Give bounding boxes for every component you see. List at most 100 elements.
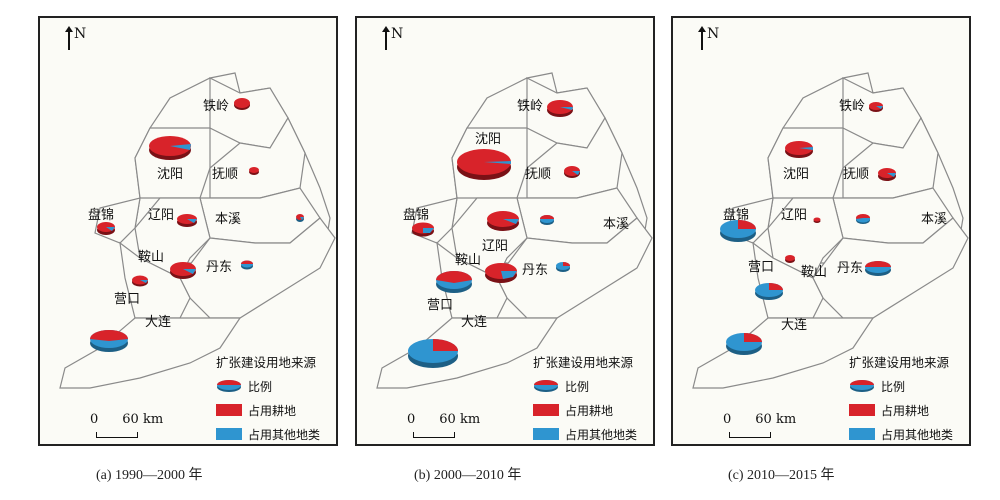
- scale-bar-line: [96, 432, 138, 438]
- legend-ratio: 比例: [881, 379, 906, 394]
- pie-anshan: [170, 262, 196, 279]
- pie-shenyang: [785, 141, 813, 158]
- ratio-pie-icon: [217, 380, 241, 392]
- pie-dalian: [408, 339, 458, 368]
- label-liaoyang: 辽阳: [148, 208, 175, 223]
- north-arrow-icon: [698, 26, 706, 50]
- pie-tieling: [869, 102, 883, 112]
- label-benxi: 本溪: [215, 212, 242, 227]
- scale-bar: 0 60 km: [407, 412, 481, 438]
- label-dandong: 丹东: [837, 261, 864, 276]
- label-fushun: 抚顺: [212, 167, 239, 182]
- label-tieling: 铁岭: [517, 99, 544, 114]
- scale-distance: 60 km: [122, 412, 164, 427]
- pie-fushun: [878, 168, 896, 181]
- pie-yingkou: [436, 271, 472, 293]
- label-fushun: 抚顺: [843, 167, 870, 182]
- scale-distance: 60 km: [439, 412, 481, 427]
- scale-bar: 0 60 km: [723, 412, 797, 438]
- legend: 扩张建设用地来源 比例 占用耕地 占用其他地类: [216, 352, 321, 444]
- label-yingkou: 营口: [748, 260, 775, 275]
- legend-title: 扩张建设用地来源: [533, 355, 634, 370]
- pie-liaoyang: [487, 211, 519, 231]
- pie-dandong: [865, 261, 891, 276]
- pie-liaoyang: [177, 214, 197, 227]
- legend-cropland: 占用耕地: [881, 403, 930, 418]
- ratio-pie-icon: [534, 380, 558, 392]
- ratio-pie-icon: [850, 380, 874, 392]
- label-liaoyang: 辽阳: [482, 239, 509, 254]
- label-benxi: 本溪: [603, 217, 630, 232]
- label-shenyang: 沈阳: [157, 167, 184, 182]
- label-shenyang: 沈阳: [783, 167, 810, 182]
- label-dalian: 大连: [781, 318, 808, 333]
- pie-dalian: [726, 333, 762, 355]
- cropland-swatch: [216, 404, 242, 416]
- label-dalian: 大连: [145, 315, 172, 330]
- pie-benxi: [856, 214, 871, 224]
- label-anshan: 鞍山: [138, 250, 165, 265]
- caption-b: (b) 2000—2010 年: [414, 468, 522, 483]
- pie-liaoyang: [813, 217, 821, 223]
- legend-ratio: 比例: [248, 379, 273, 394]
- legend-title: 扩张建设用地来源: [849, 355, 950, 370]
- pie-benxi: [540, 215, 554, 225]
- label-fushun: 抚顺: [525, 167, 552, 182]
- map-panel-2000-2010: N 铁岭 沈阳 抚顺 盘锦 辽阳 本溪 鞍山 丹东 营口 大连 扩张建设用地来源…: [355, 16, 655, 446]
- pie-shenyang: [457, 149, 511, 180]
- label-dandong: 丹东: [522, 263, 549, 278]
- legend-ratio: 比例: [565, 379, 590, 394]
- map-panel-1990-2000: N 铁岭 沈阳 抚顺 盘锦 辽阳 本溪 鞍山 丹东 营口 大连 扩张建设用地来源…: [38, 16, 338, 446]
- label-panjin: 盘锦: [403, 208, 430, 223]
- pie-yingkou: [132, 275, 148, 287]
- legend: 扩张建设用地来源 比例 占用耕地 占用其他地类: [849, 352, 953, 444]
- legend-title: 扩张建设用地来源: [216, 355, 317, 370]
- scale-zero: 0: [723, 412, 732, 427]
- other-swatch: [533, 428, 559, 440]
- pie-yingkou-small: [785, 255, 795, 263]
- pie-panjin: [97, 222, 115, 235]
- label-panjin: 盘锦: [723, 208, 750, 223]
- legend-cropland: 占用耕地: [565, 403, 614, 418]
- legend-other: 占用其他地类: [248, 427, 321, 442]
- label-panjin: 盘锦: [88, 208, 115, 223]
- pie-dandong: [556, 262, 570, 272]
- pie-dandong: [241, 260, 253, 270]
- pie-fushun: [564, 166, 580, 178]
- scale-zero: 0: [407, 412, 416, 427]
- label-tieling: 铁岭: [203, 99, 230, 114]
- scale-zero: 0: [90, 412, 99, 427]
- pie-tieling: [234, 98, 250, 110]
- pie-shenyang: [149, 136, 191, 160]
- pie-panjin: [412, 222, 434, 237]
- pie-dalian: [90, 330, 128, 352]
- cropland-swatch: [849, 404, 875, 416]
- label-tieling: 铁岭: [839, 99, 866, 114]
- label-yingkou: 营口: [427, 298, 454, 313]
- label-anshan: 鞍山: [455, 253, 482, 268]
- scale-distance: 60 km: [755, 412, 797, 427]
- other-swatch: [216, 428, 242, 440]
- label-shenyang: 沈阳: [475, 132, 502, 147]
- pie-panjin: [720, 220, 756, 242]
- label-liaoyang: 辽阳: [781, 208, 808, 223]
- pie-benxi: [296, 214, 304, 222]
- legend: 扩张建设用地来源 比例 占用耕地 占用其他地类: [533, 352, 638, 444]
- legend-other: 占用其他地类: [565, 427, 638, 442]
- cropland-swatch: [533, 404, 559, 416]
- scale-bar-line: [413, 432, 455, 438]
- scale-bar: 0 60 km: [90, 412, 164, 438]
- label-dalian: 大连: [461, 315, 488, 330]
- label-benxi: 本溪: [921, 212, 948, 227]
- label-anshan: 鞍山: [801, 265, 828, 280]
- caption-a: (a) 1990—2000 年: [96, 468, 203, 483]
- pie-tieling: [547, 100, 573, 117]
- pie-fushun: [249, 167, 259, 175]
- north-arrow-icon: [65, 26, 73, 50]
- pie-yingkou: [755, 283, 783, 300]
- label-yingkou: 营口: [114, 292, 141, 307]
- north-arrow-icon: [382, 26, 390, 50]
- map-panel-2010-2015: N 铁岭 沈阳 抚顺 盘锦 辽阳 本溪 鞍山 丹东 营口 大连 扩张建设用地来源…: [671, 16, 971, 446]
- pie-anshan: [485, 263, 517, 283]
- caption-c: (c) 2010—2015 年: [728, 468, 835, 483]
